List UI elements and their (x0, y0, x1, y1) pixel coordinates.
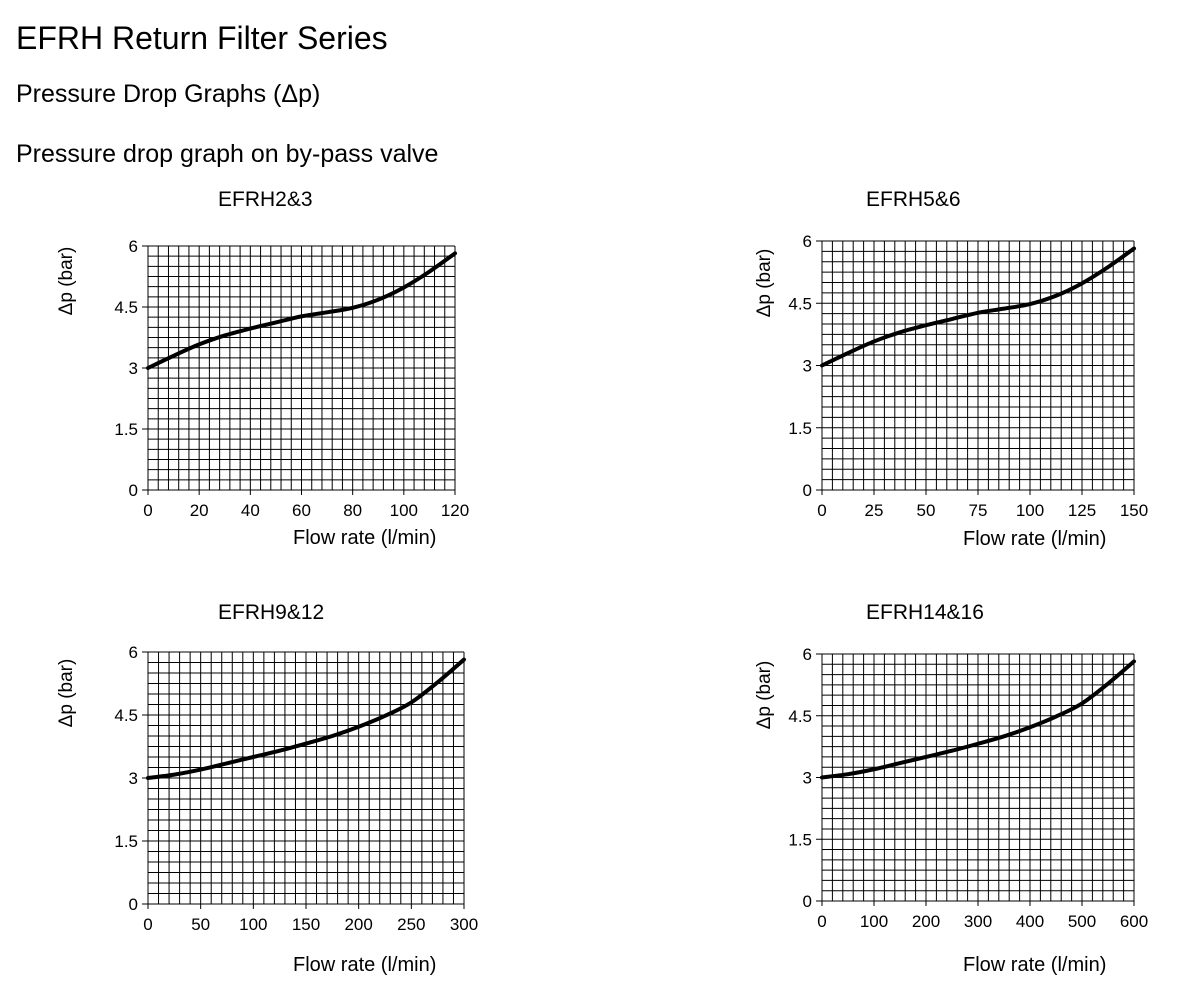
x-tick-label: 500 (1068, 912, 1096, 931)
y-axis-label: Δp (bar) (754, 660, 775, 730)
x-tick-label: 150 (292, 915, 320, 934)
chart-efrh14-16: 0 1.5 3 4.5 6 0 100 200 300 400 500 600 (788, 645, 1148, 931)
grid (821, 653, 1135, 902)
y-tick-label: 4.5 (114, 706, 138, 725)
y-tick-label: 3 (803, 769, 812, 788)
x-tick-label: 300 (450, 915, 478, 934)
y-tick-label: 6 (803, 645, 812, 664)
y-axis-label: Δp (bar) (56, 246, 77, 316)
x-tick-label: 100 (239, 915, 267, 934)
x-tick-label: 250 (397, 915, 425, 934)
y-tick-label: 3 (129, 769, 138, 788)
x-tick-label: 40 (241, 501, 260, 520)
y-tick-label: 4.5 (788, 707, 812, 726)
x-tick-label: 200 (344, 915, 372, 934)
y-axis-label: Δp (bar) (56, 658, 77, 728)
x-tick-label: 0 (143, 915, 152, 934)
x-tick-label: 0 (817, 912, 826, 931)
y-tick-label: 1.5 (788, 830, 812, 849)
x-tick-label: 600 (1120, 912, 1148, 931)
x-tick-label: 25 (865, 501, 884, 520)
y-tick-label: 0 (129, 895, 138, 914)
y-axis-label: Δp (bar) (754, 248, 775, 318)
y-tick-label: 0 (803, 481, 812, 500)
y-tick-label: 1.5 (114, 420, 138, 439)
x-tick-label: 100 (1016, 501, 1044, 520)
y-tick-label: 0 (803, 892, 812, 911)
series-line (146, 657, 466, 780)
chart-efrh9-12: 0 1.5 3 4.5 6 0 50 100 150 200 250 300 (114, 643, 478, 934)
page-title: EFRH Return Filter Series (16, 20, 388, 56)
chart-title: EFRH9&12 (218, 601, 325, 624)
x-axis-label: Flow rate (l/min) (963, 528, 1107, 550)
series-line (820, 659, 1136, 780)
x-tick-label: 125 (1068, 501, 1096, 520)
series-line (146, 251, 457, 370)
page-subtitle: Pressure Drop Graphs (Δp) (16, 80, 321, 108)
y-tick-label: 6 (129, 237, 138, 256)
y-tick-label: 4.5 (114, 298, 138, 317)
y-tick-label: 1.5 (788, 419, 812, 438)
x-tick-label: 20 (190, 501, 209, 520)
x-tick-label: 50 (191, 915, 210, 934)
y-tick-label: 6 (129, 643, 138, 662)
chart-efrh5-6: 0 1.5 3 4.5 6 0 25 50 75 100 125 150 (788, 232, 1148, 520)
x-tick-label: 0 (817, 501, 826, 520)
y-tick-label: 0 (129, 481, 138, 500)
series-line (820, 246, 1136, 368)
y-tick-label: 6 (803, 232, 812, 251)
chart-title: EFRH5&6 (866, 188, 961, 211)
grid (147, 245, 456, 491)
x-tick-label: 400 (1016, 912, 1044, 931)
x-tick-label: 80 (343, 501, 362, 520)
x-tick-label: 150 (1120, 501, 1148, 520)
x-tick-label: 75 (969, 501, 988, 520)
x-tick-label: 120 (441, 501, 469, 520)
grid (821, 240, 1135, 491)
x-tick-label: 60 (292, 501, 311, 520)
y-tick-label: 3 (803, 357, 812, 376)
x-tick-label: 300 (964, 912, 992, 931)
y-tick-label: 4.5 (788, 294, 812, 313)
x-tick-label: 50 (917, 501, 936, 520)
x-axis-label: Flow rate (l/min) (293, 527, 437, 549)
x-axis-label: Flow rate (l/min) (963, 954, 1107, 976)
x-tick-label: 100 (390, 501, 418, 520)
x-tick-label: 100 (860, 912, 888, 931)
y-tick-label: 3 (129, 359, 138, 378)
chart-title: EFRH14&16 (866, 601, 984, 624)
x-tick-label: 200 (912, 912, 940, 931)
chart-title: EFRH2&3 (218, 188, 313, 211)
x-tick-label: 0 (143, 501, 152, 520)
y-tick-label: 1.5 (114, 832, 138, 851)
chart-efrh2-3: 01.534.560 20 40 60 80 100 120 (114, 237, 469, 520)
section-heading: Pressure drop graph on by-pass valve (16, 140, 439, 168)
x-axis-label: Flow rate (l/min) (293, 954, 437, 976)
grid (147, 651, 465, 905)
